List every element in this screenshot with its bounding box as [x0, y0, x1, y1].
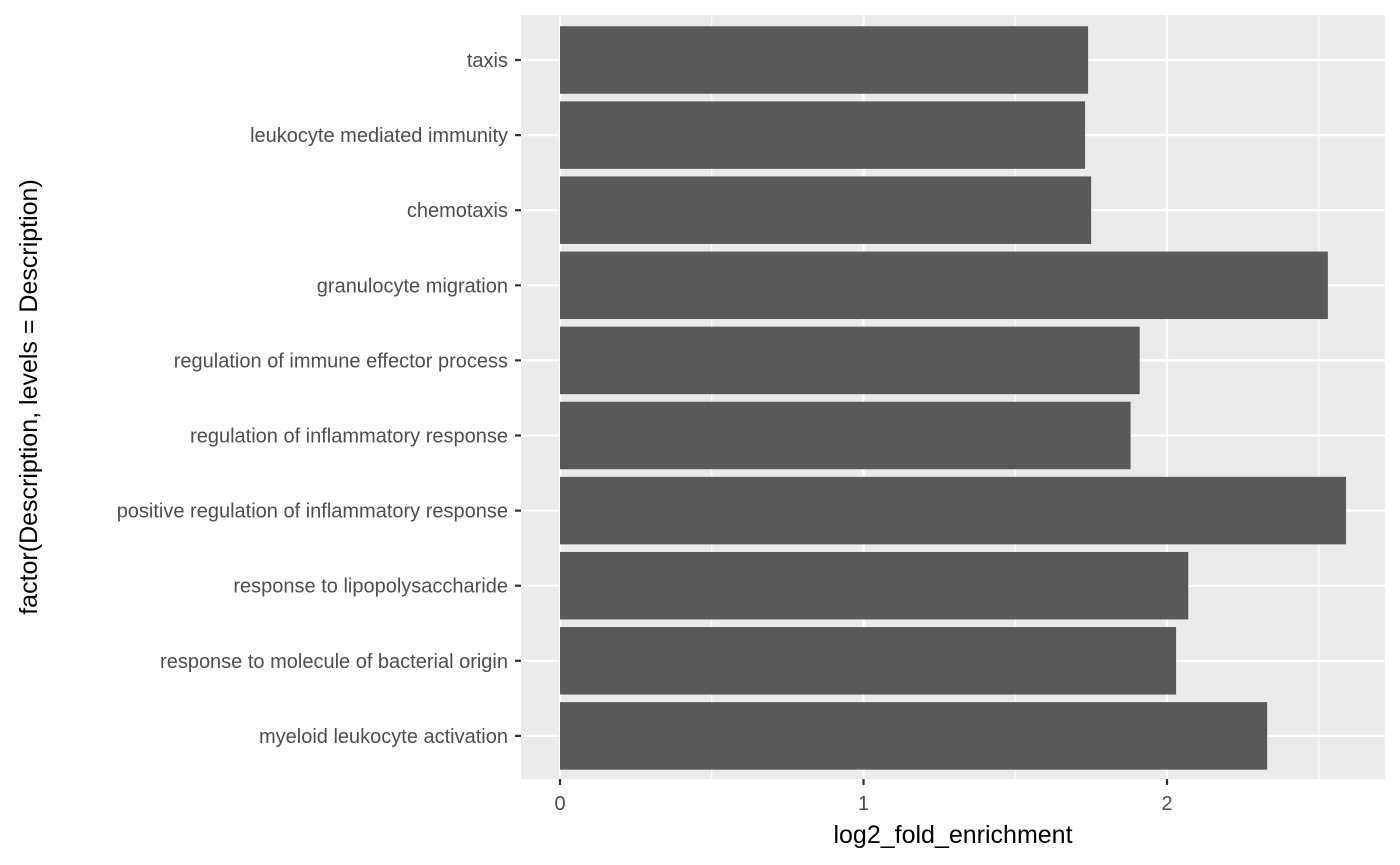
x-tick-label: 1 — [858, 793, 869, 815]
bar — [560, 702, 1268, 770]
y-tick-label: response to lipopolysaccharide — [233, 576, 508, 598]
y-axis: taxis leukocyte mediated immunity chemotax… — [117, 50, 521, 748]
x-tick-label: 2 — [1161, 793, 1172, 815]
y-tick-label: leukocyte mediated immunity — [250, 125, 508, 147]
y-tick-label: taxis — [467, 50, 508, 72]
y-tick-label: myeloid leukocyte activation — [259, 726, 508, 748]
bar — [560, 26, 1089, 94]
bar — [560, 101, 1086, 169]
bar — [560, 176, 1092, 244]
y-tick-label: regulation of immune effector process — [174, 350, 508, 372]
bar — [560, 251, 1328, 320]
y-tick-label: positive regulation of inflammatory resp… — [117, 501, 508, 523]
y-tick-label: regulation of inflammatory response — [190, 426, 508, 448]
x-axis: 0 1 2 — [554, 779, 1173, 815]
x-axis-title: log2_fold_enrichment — [833, 821, 1072, 849]
bar — [560, 627, 1177, 695]
bars-group — [560, 26, 1347, 770]
bar — [560, 326, 1140, 395]
y-axis-title: factor(Description, levels = Description… — [15, 179, 43, 615]
y-tick-label: granulocyte migration — [317, 275, 508, 297]
bar — [560, 551, 1189, 620]
bar — [560, 401, 1131, 470]
y-tick-label: response to molecule of bacterial origin — [160, 651, 508, 673]
bar — [560, 476, 1347, 545]
y-tick-label: chemotaxis — [407, 200, 508, 222]
x-tick-label: 0 — [554, 793, 565, 815]
